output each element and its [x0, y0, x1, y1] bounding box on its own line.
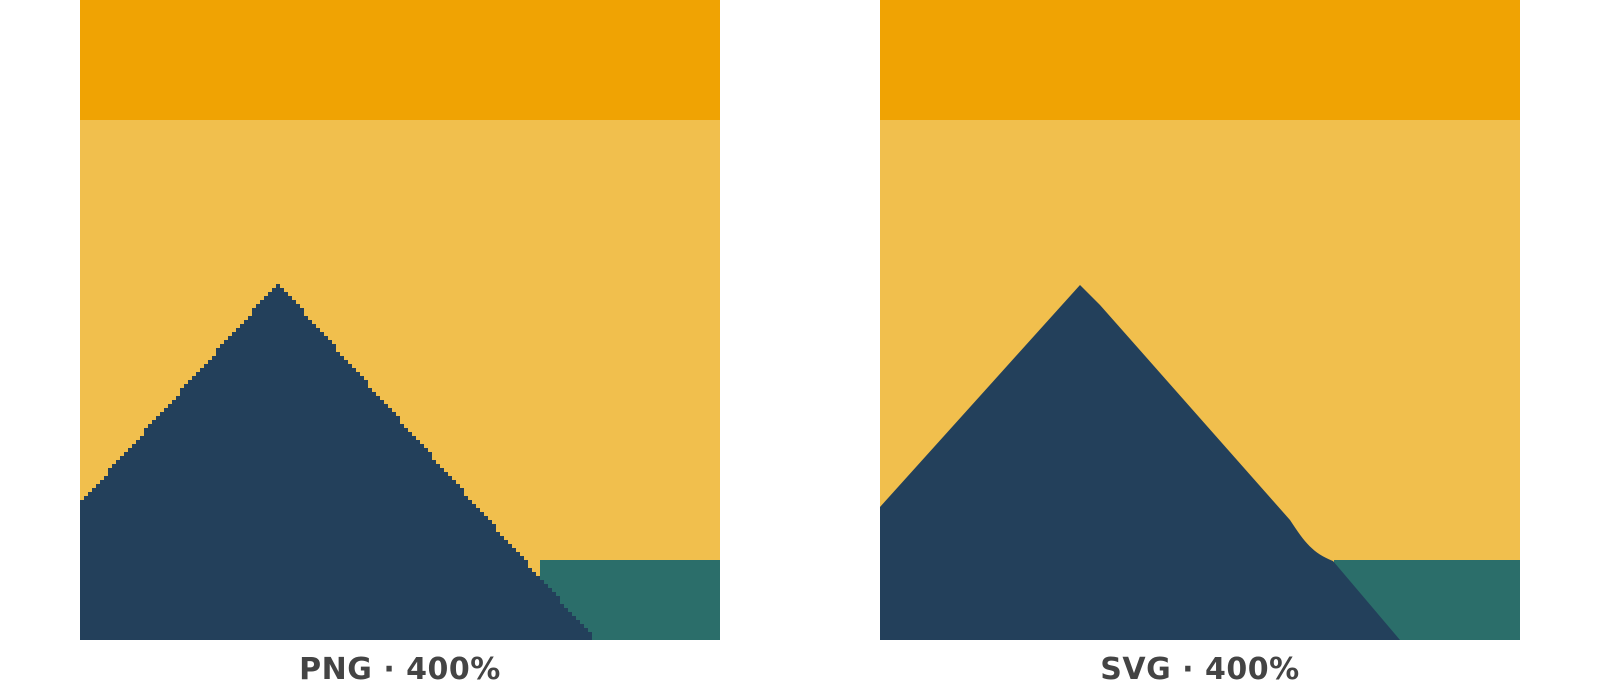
png-preview-panel	[80, 0, 720, 640]
svg-caption: SVG · 400%	[1100, 652, 1300, 687]
svg-scene	[880, 0, 1520, 640]
png-caption: PNG · 400%	[299, 652, 501, 687]
svg-preview-panel	[880, 0, 1520, 640]
sky-top-band	[80, 0, 720, 120]
png-scene	[80, 0, 720, 640]
sky-top-band	[880, 0, 1520, 120]
mountain-shape	[80, 284, 592, 640]
mountain-shape	[880, 285, 1400, 640]
